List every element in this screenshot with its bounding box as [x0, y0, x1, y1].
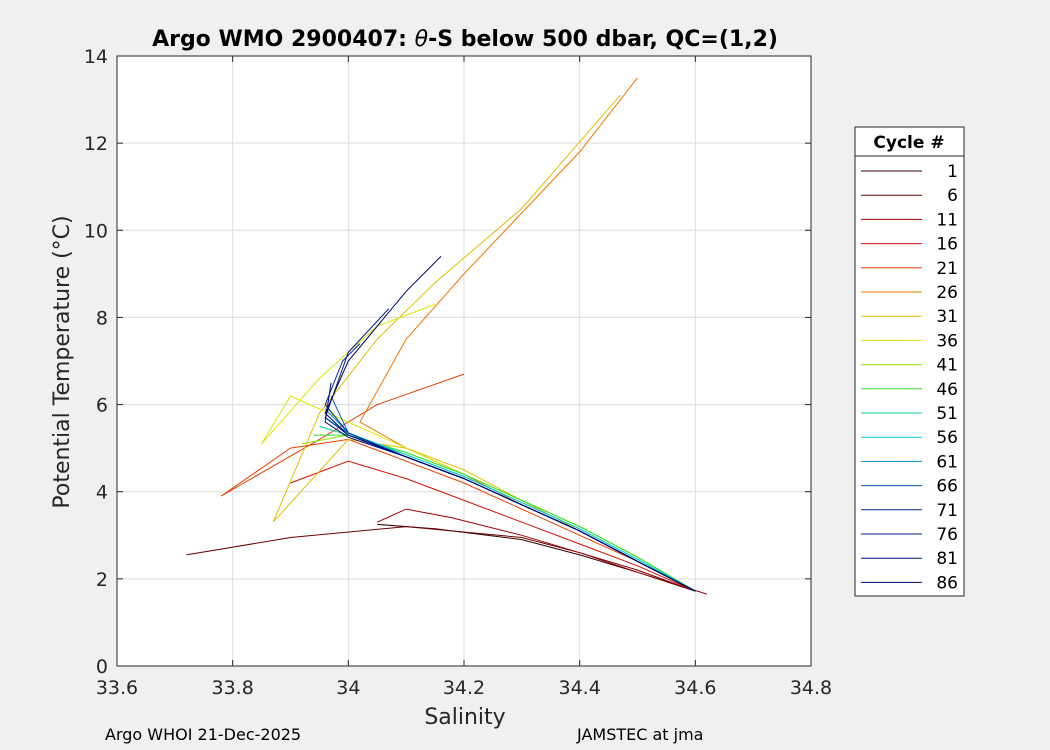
legend-label: 31 — [936, 307, 958, 327]
y-axis-label: Potential Temperature (°C) — [50, 215, 75, 508]
y-tick-label: 2 — [96, 569, 108, 591]
x-tick-label: 34.6 — [674, 677, 716, 699]
x-tick-label: 34.2 — [443, 677, 485, 699]
legend-label: 86 — [936, 573, 958, 593]
series-lines — [186, 77, 708, 595]
y-tick-label: 0 — [96, 656, 108, 678]
series-line-cycle-86 — [324, 256, 696, 592]
legend-label: 26 — [936, 283, 958, 303]
legend-label: 51 — [936, 404, 958, 424]
legend-label: 71 — [936, 501, 958, 521]
legend-label: 11 — [936, 210, 958, 230]
legend-label: 41 — [936, 356, 958, 376]
footer-right: JAMSTEC at jma — [577, 725, 704, 744]
x-tick-label: 34.4 — [559, 677, 601, 699]
series-line-cycle-21 — [220, 373, 696, 592]
axis-ticks: 33.6 33.8 34 34.2 34.4 34.6 34.8 0 2 4 6 8 10 12 14 — [84, 46, 832, 699]
chart-title: Argo WMO 2900407: θ-S below 500 dbar, QC… — [152, 27, 778, 52]
legend-label: 46 — [936, 380, 958, 400]
legend-label: 36 — [936, 331, 958, 351]
x-axis-label: Salinity — [424, 705, 505, 730]
x-tick-label: 33.6 — [96, 677, 138, 699]
legend-label: 56 — [936, 428, 958, 448]
legend-label: 6 — [947, 186, 958, 206]
series-line-cycle-6 — [186, 526, 696, 592]
y-tick-label: 6 — [96, 395, 108, 417]
legend-label: 76 — [936, 525, 958, 545]
y-tick-label: 4 — [96, 482, 108, 504]
series-line-cycle-16 — [290, 460, 696, 592]
series-line-cycle-11 — [376, 508, 708, 595]
y-tick-label: 12 — [84, 133, 108, 155]
legend-label: 21 — [936, 259, 958, 279]
legend-label: 81 — [936, 549, 958, 569]
footer-left: Argo WHOI 21-Dec-2025 — [105, 725, 302, 744]
legend-title: Cycle # — [873, 133, 944, 153]
x-tick-label: 33.8 — [212, 677, 254, 699]
legend-label: 1 — [947, 162, 958, 182]
x-tick-label: 34.8 — [790, 677, 832, 699]
legend-label: 66 — [936, 477, 958, 497]
legend-box — [854, 126, 965, 597]
x-tick-label: 34 — [336, 677, 360, 699]
y-tick-label: 10 — [84, 220, 108, 242]
legend-label: 16 — [936, 235, 958, 255]
legend: Cycle # 16111621263136414651566166717681… — [854, 126, 965, 597]
y-tick-label: 14 — [84, 46, 108, 68]
y-tick-label: 8 — [96, 307, 108, 329]
legend-label: 61 — [936, 452, 958, 472]
